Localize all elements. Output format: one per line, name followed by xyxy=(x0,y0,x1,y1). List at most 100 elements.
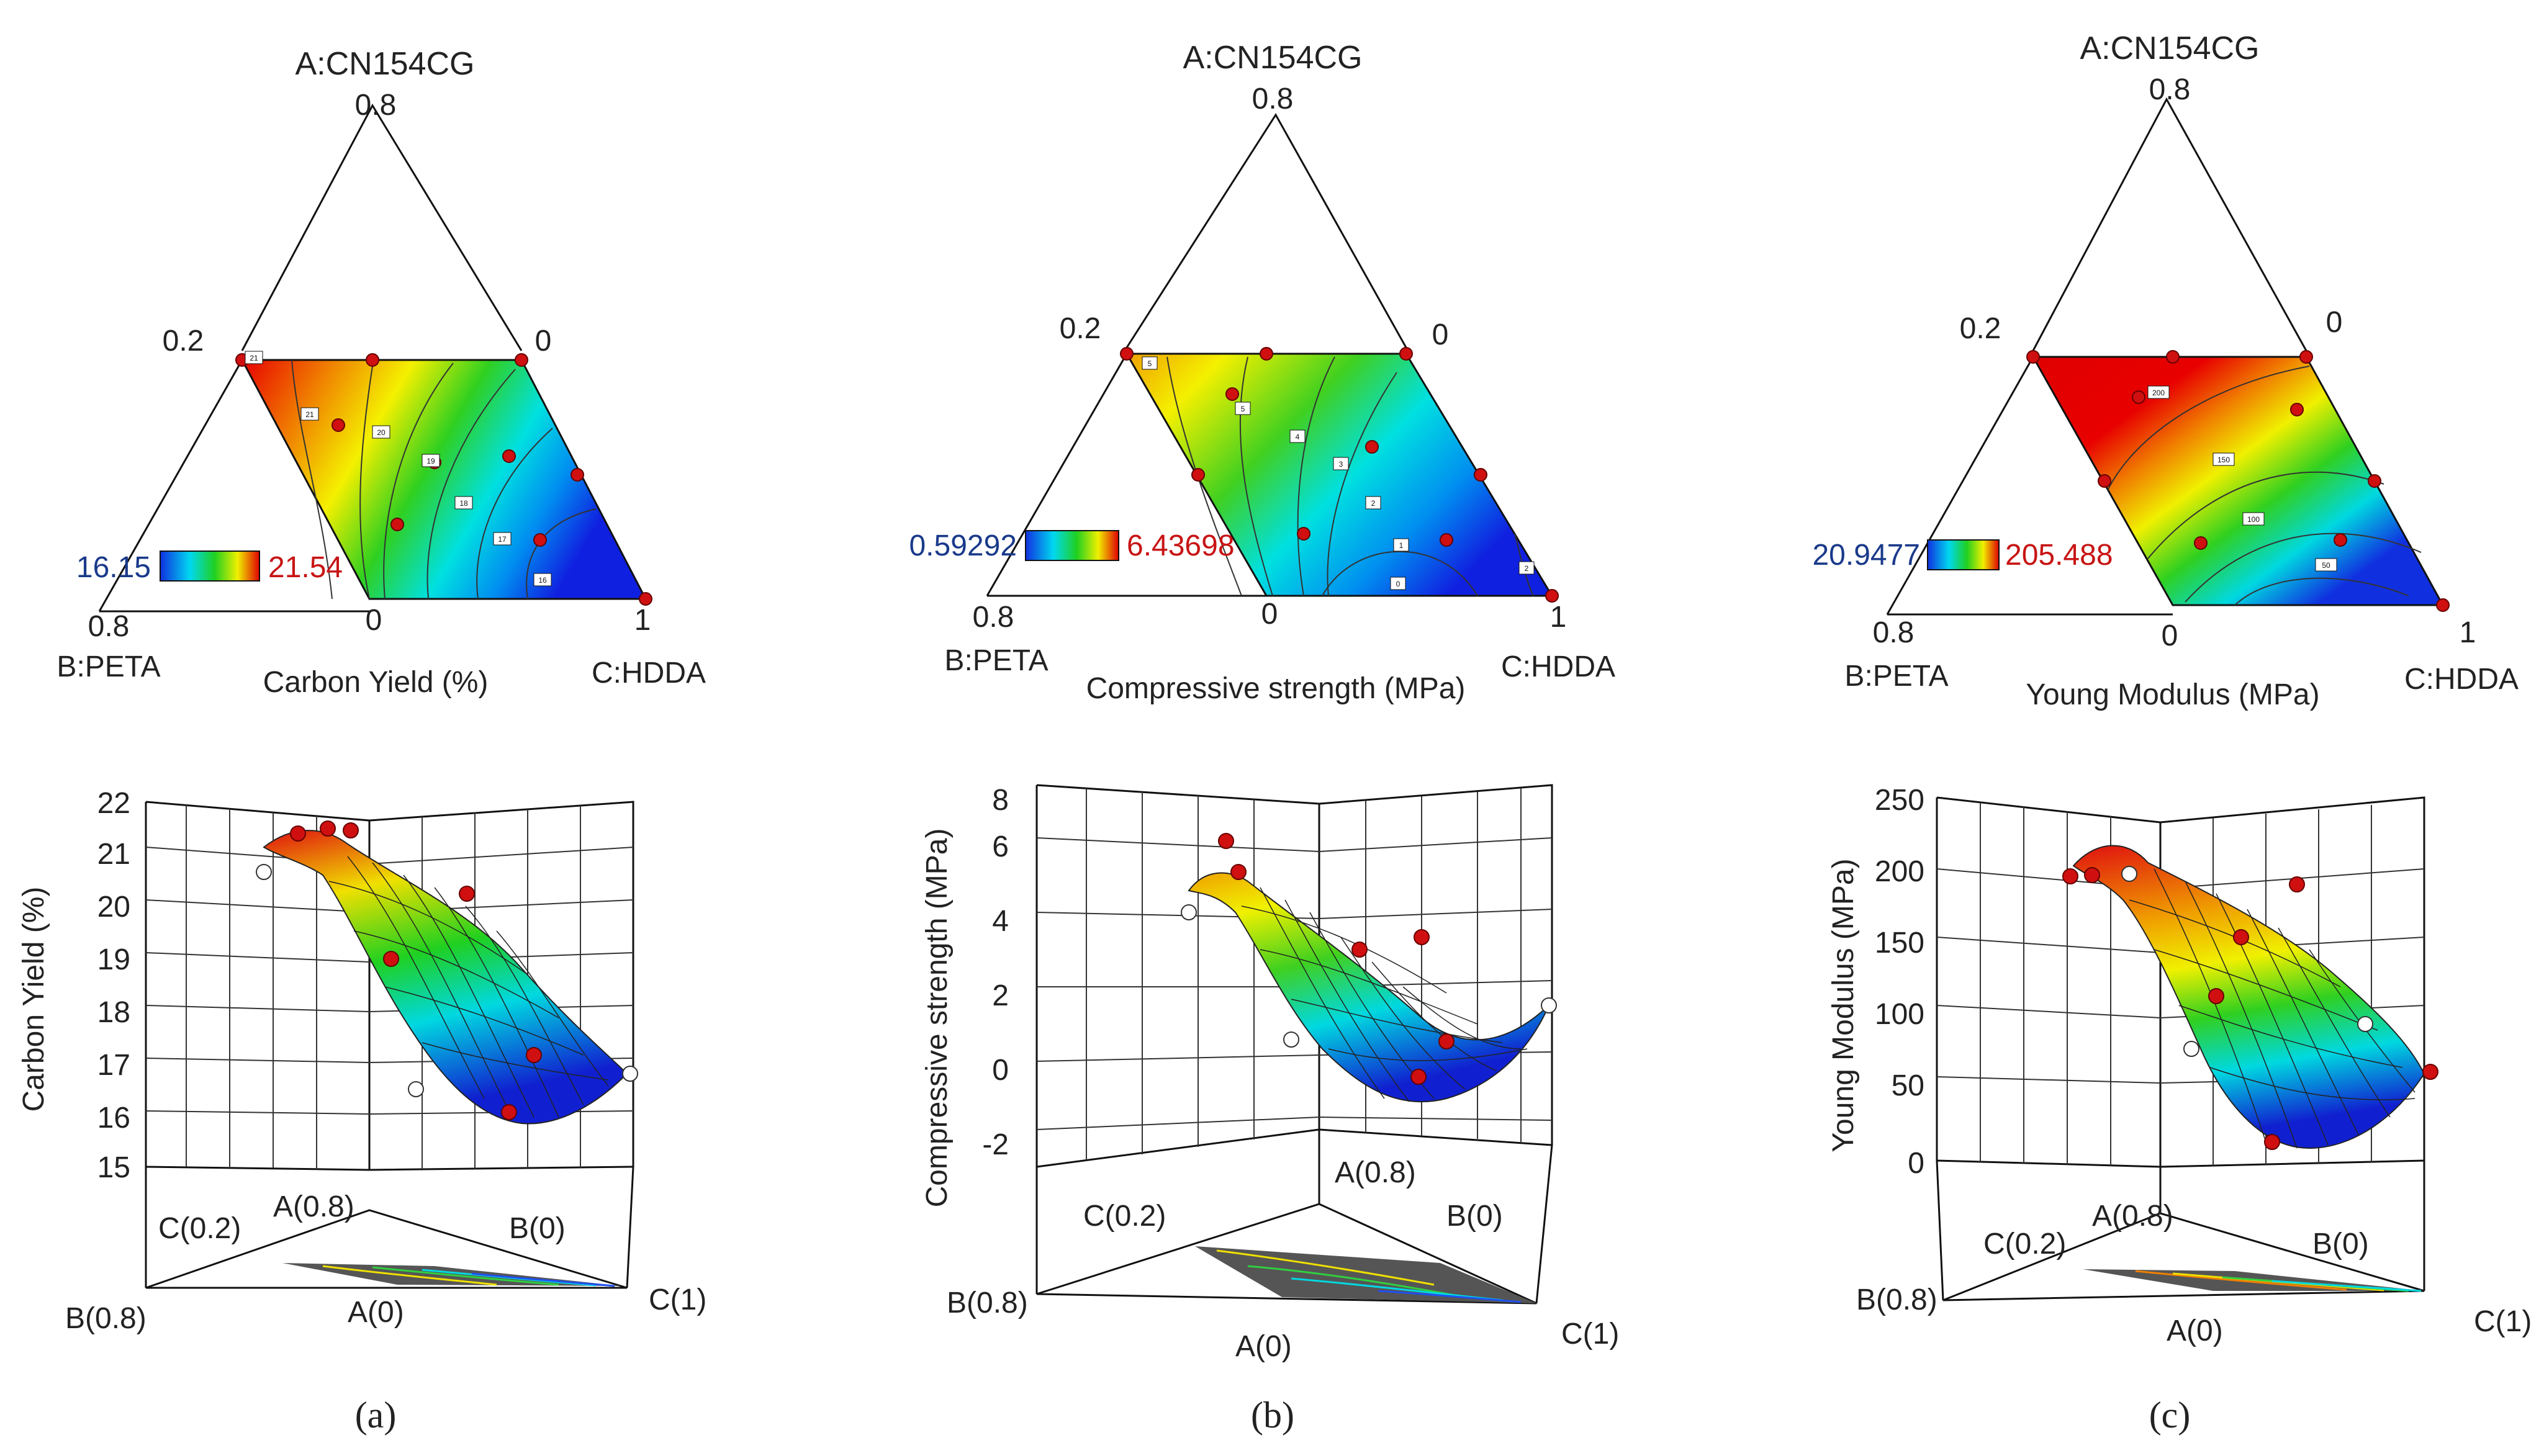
surface-c-base-label: A(0.8) xyxy=(2092,1200,2173,1233)
svg-text:5: 5 xyxy=(1241,405,1245,413)
design-point xyxy=(533,533,547,547)
svg-text:3: 3 xyxy=(1339,460,1343,469)
design-point xyxy=(2233,929,2249,945)
ternary-a: 21 21 20 19 18 17 16 A:CN154CG 0.8 0.2 0… xyxy=(56,46,706,699)
surface-a-mesh-lines xyxy=(328,856,609,1118)
ternary-b-contour xyxy=(1239,356,1273,596)
svg-text:17: 17 xyxy=(498,535,507,544)
legend-max: 6.43698 xyxy=(1127,529,1235,562)
surface-a: 22 21 20 19 18 17 16 15 Carbon Yield (%)… xyxy=(17,787,706,1335)
ternary-c-contour xyxy=(2107,366,2310,491)
ternary-a-response-label: Carbon Yield (%) xyxy=(263,666,489,699)
surface-b-base-contours xyxy=(1195,1246,1536,1303)
ternary-c-contour-labels: 200 150 100 50 xyxy=(2147,385,2337,572)
surface-a-y-tick: 18 xyxy=(97,996,130,1029)
surface-a-base-contours xyxy=(282,1263,621,1287)
svg-text:18: 18 xyxy=(459,499,468,508)
design-point xyxy=(1218,833,1234,849)
design-point xyxy=(2194,536,2208,550)
svg-text:21: 21 xyxy=(305,410,314,419)
contour-label: 2 xyxy=(1518,561,1535,575)
surface-a-y-title: Carbon Yield (%) xyxy=(17,887,50,1112)
surface-c-base-contours xyxy=(2083,1269,2424,1292)
design-point xyxy=(501,1104,517,1120)
ternary-a-bottom-mid: 0 xyxy=(366,604,382,637)
svg-text:19: 19 xyxy=(426,457,435,465)
contour-label: 2 xyxy=(1365,496,1381,510)
ternary-c-contour xyxy=(2147,471,2384,559)
surface-a-base-label: B(0) xyxy=(509,1212,566,1245)
ternary-c-top-label: A:CN154CG xyxy=(2080,30,2260,66)
legend-colorbar xyxy=(1025,530,1119,561)
caption-a: (a) xyxy=(355,1395,397,1436)
surface-a-base-label: A(0) xyxy=(348,1296,404,1329)
contour-label: 16 xyxy=(533,573,552,586)
contour-label: 18 xyxy=(454,496,473,510)
design-point xyxy=(2084,867,2100,883)
contour-label: 5 xyxy=(1235,402,1251,415)
ternary-b-left-side xyxy=(986,353,1128,596)
design-point xyxy=(2422,1064,2438,1080)
ternary-a-b-label: B:PETA xyxy=(56,650,160,683)
ternary-b-c-label: C:HDDA xyxy=(1501,650,1615,683)
ternary-a-c-label: C:HDDA xyxy=(592,657,706,690)
ternary-c-top-value: 0.8 xyxy=(2149,73,2191,106)
ternary-a-bottom-left: 0.8 xyxy=(88,610,130,643)
design-point-below xyxy=(2357,1016,2373,1032)
design-point-below xyxy=(622,1066,638,1082)
design-point xyxy=(502,449,516,463)
contour-label: 100 xyxy=(2242,512,2265,526)
surface-c-points xyxy=(2062,866,2438,1150)
design-point xyxy=(2208,988,2224,1004)
design-point xyxy=(1438,1033,1455,1049)
caption-b: (b) xyxy=(1251,1395,1294,1436)
ternary-b: 5 5 4 3 2 1 0 2 A:CN154CG 0.8 0.2 0 0.8 … xyxy=(909,40,1615,705)
surface-a-y-tick: 22 xyxy=(97,787,130,820)
ternary-c-contour xyxy=(2185,533,2422,603)
svg-text:2: 2 xyxy=(1371,499,1376,508)
design-point xyxy=(1225,387,1239,401)
panel-c: 200 150 100 50 A:CN154CG 0.8 0.2 0 0.8 0… xyxy=(1812,30,2532,1436)
ternary-b-contour xyxy=(1322,550,1478,596)
ternary-a-bottom-right: 1 xyxy=(634,604,651,637)
surface-c-y-tick: 150 xyxy=(1875,927,1924,959)
design-point xyxy=(1191,468,1205,482)
ternary-b-left-value: 0.2 xyxy=(1060,312,1101,345)
surface-b-base-label: A(0) xyxy=(1235,1330,1292,1363)
ternary-b-contour xyxy=(1327,372,1397,596)
ternary-c-c-label: C:HDDA xyxy=(2404,663,2519,696)
design-point-below xyxy=(408,1081,424,1097)
surface-b-base-label: C(1) xyxy=(1561,1318,1619,1350)
contour-label: 150 xyxy=(2212,452,2235,466)
design-point-below xyxy=(256,864,272,880)
design-point xyxy=(343,822,359,838)
design-point xyxy=(383,951,399,967)
design-point-below xyxy=(1181,904,1197,920)
surface-c-y-title: Young Modulus (MPa) xyxy=(1827,858,1860,1152)
design-point xyxy=(2334,533,2347,547)
design-point xyxy=(1545,589,1559,603)
svg-text:150: 150 xyxy=(2217,456,2230,464)
ternary-c-left-edge xyxy=(2032,97,2307,351)
surface-b-y-title: Compressive strength (MPa) xyxy=(921,829,954,1208)
design-point-below xyxy=(2121,866,2137,882)
ternary-b-right-value: 0 xyxy=(1432,318,1449,351)
ternary-a-left-edge xyxy=(241,103,523,351)
ternary-c-bottom-mid: 0 xyxy=(2162,619,2178,652)
surface-a-y-tick: 16 xyxy=(97,1102,130,1135)
design-point xyxy=(1351,941,1368,958)
svg-text:1: 1 xyxy=(1399,541,1404,550)
design-point xyxy=(1410,1069,1427,1085)
svg-text:4: 4 xyxy=(1296,433,1300,441)
ternary-a-contour xyxy=(426,369,516,600)
surface-c-base-label: B(0) xyxy=(2312,1228,2369,1261)
surface-b: 8 6 4 2 0 -2 Compressive strength (MPa) … xyxy=(921,784,1619,1363)
design-point xyxy=(332,418,345,432)
svg-text:5: 5 xyxy=(1148,359,1152,368)
contour-label: 3 xyxy=(1333,457,1349,470)
surface-a-y-tick: 17 xyxy=(97,1049,130,1082)
design-point xyxy=(1120,347,1134,361)
surface-b-y-tick: 4 xyxy=(992,905,1009,938)
design-point-below xyxy=(2183,1041,2199,1057)
svg-text:20: 20 xyxy=(377,428,386,437)
